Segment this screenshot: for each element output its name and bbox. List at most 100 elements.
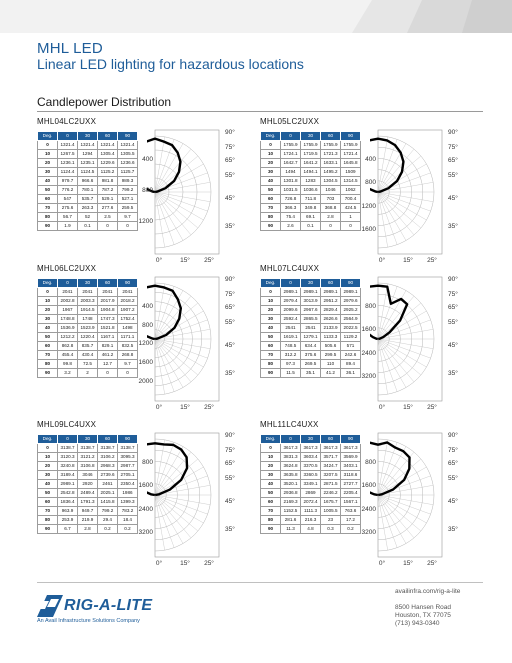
candela-cell: 17.2 xyxy=(340,515,361,525)
website-link[interactable]: availinfra.com/rig-a-lite xyxy=(395,588,461,595)
grid-ray xyxy=(154,494,208,515)
candela-cell: 2865.5 xyxy=(300,314,321,324)
table-row: 70 963.9 949.7 799.2 783.2 xyxy=(37,506,138,516)
table-row: 60 1836.4 1791.3 1415.8 1399.3 xyxy=(37,497,138,507)
candela-cell: 299.5 xyxy=(320,350,341,360)
candela-cell: 9.7 xyxy=(117,212,138,222)
table-row: 50 1031.5 1036.6 1046 1062 xyxy=(260,185,361,195)
column-header: 60 xyxy=(97,131,118,141)
candela-cell: 1719.5 xyxy=(300,149,321,159)
candela-cell: 527.1 xyxy=(117,194,138,204)
table-row: 70 1152.5 1111.3 1005.5 763.6 xyxy=(260,506,361,516)
candela-cell: 3138.7 xyxy=(57,443,78,453)
bottom-angle-label: 0° xyxy=(156,403,163,411)
candela-cell: 461.2 xyxy=(97,350,118,360)
column-header: 0 xyxy=(57,434,78,444)
candela-cell: 2025.1 xyxy=(97,488,118,498)
candela-cell: 366.3 xyxy=(280,203,301,213)
table-row: 10 1267.5 1294 1305.4 1305.5 xyxy=(37,149,138,159)
candela-cell: 2979.6 xyxy=(340,296,361,306)
angle-label: 75° xyxy=(225,290,235,298)
candela-cell: 1301.8 xyxy=(280,176,301,186)
angle-cell: 30 xyxy=(37,314,58,324)
candela-cell: 424.5 xyxy=(340,203,361,213)
angle-cell: 80 xyxy=(260,212,281,222)
candela-cell: 3189.4 xyxy=(57,470,78,480)
candela-cell: 11.3 xyxy=(280,524,301,534)
grid-ray xyxy=(154,286,175,340)
angle-cell: 10 xyxy=(37,452,58,462)
table-row: 40 1301.8 1283 1304.5 1314.5 xyxy=(260,176,361,186)
candela-cell: 2979.4 xyxy=(280,296,301,306)
table-row: 90 11.5 35.1 41.2 36.1 xyxy=(260,368,361,378)
angle-cell: 0 xyxy=(260,140,281,150)
grid-ray xyxy=(377,338,407,388)
table-row: 40 2989.1 2920 2461 2350.4 xyxy=(37,479,138,489)
candela-cell: 2133.9 xyxy=(320,323,341,333)
candela-cell: 2925.2 xyxy=(340,305,361,315)
angle-label: 35° xyxy=(225,222,235,230)
candela-cell: 41.2 xyxy=(320,368,341,378)
candela-cell: 0.2 xyxy=(340,524,361,534)
candela-cell: 6.7 xyxy=(57,524,78,534)
angle-cell: 60 xyxy=(37,497,58,507)
column-header: 0 xyxy=(57,131,78,141)
candela-cell: 0 xyxy=(117,221,138,231)
brand-logo: RIG-A-LITE An Avail Infrastructure Solut… xyxy=(37,595,187,637)
candela-cell: 2869 xyxy=(300,488,321,498)
table-row: 0 2989.1 2989.1 2989.1 2989.1 xyxy=(260,287,361,297)
angle-label: 55° xyxy=(225,474,235,482)
angle-label: 45° xyxy=(448,341,458,349)
candela-cell: 2989.1 xyxy=(320,287,341,297)
candela-cell: 1755.9 xyxy=(320,140,341,150)
candela-cell: 242.6 xyxy=(340,350,361,360)
column-header: 60 xyxy=(97,278,118,288)
column-header: 90 xyxy=(117,131,138,141)
scale-value-label: 800 xyxy=(142,187,153,195)
table-row: 30 1124.4 1124.5 1125.2 1125.7 xyxy=(37,167,138,177)
angle-label: 45° xyxy=(225,497,235,505)
table-row: 30 3189.4 3046 2739.6 2705.1 xyxy=(37,470,138,480)
grid-ray xyxy=(154,458,199,496)
column-header: 60 xyxy=(97,434,118,444)
angle-label: 65° xyxy=(225,156,235,164)
grid-ray xyxy=(154,191,175,245)
logo-mark-icon xyxy=(37,595,63,617)
angle-cell: 70 xyxy=(260,506,281,516)
angle-cell: 0 xyxy=(37,140,58,150)
candela-cell: 3360.5 xyxy=(300,470,321,480)
grid-ray xyxy=(154,191,204,221)
table-row: 10 2002.8 2003.3 2017.9 2018.2 xyxy=(37,296,138,306)
table-row: 70 455.4 430.4 461.2 268.8 xyxy=(37,350,138,360)
table-row: 80 99.8 72.5 12.7 9.7 xyxy=(37,359,138,369)
bottom-angle-label: 25° xyxy=(427,559,437,567)
model-name: MHL07LC4UXX xyxy=(260,264,320,273)
candela-cell: 2041 xyxy=(97,287,118,297)
column-header: 60 xyxy=(320,131,341,141)
table-row: 90 3.2 2 0 0 xyxy=(37,368,138,378)
section-title: Candlepower Distribution xyxy=(37,95,172,109)
bottom-angle-label: 0° xyxy=(156,559,163,567)
candela-cell: 1314.5 xyxy=(340,176,361,186)
candela-cell: 3138.7 xyxy=(97,443,118,453)
candela-cell: 799.2 xyxy=(117,185,138,195)
candela-cell: 3617.3 xyxy=(280,443,301,453)
candela-cell: 75.4 xyxy=(280,212,301,222)
angle-label: 35° xyxy=(448,369,458,377)
angle-cell: 10 xyxy=(260,452,281,462)
angle-cell: 30 xyxy=(37,470,58,480)
column-header: 90 xyxy=(340,434,361,444)
grid-ray xyxy=(154,283,165,340)
polar-plot: 90° 75° 65° 55° 45° 35° 0° 15° 25° xyxy=(147,431,235,567)
candlepower-curve xyxy=(147,284,183,341)
candela-cell: 312.2 xyxy=(280,350,301,360)
grid-ray xyxy=(377,494,398,548)
top-banner xyxy=(0,0,512,33)
candela-cell: 3520.1 xyxy=(280,479,301,489)
column-header: 90 xyxy=(340,131,361,141)
candlepower-table: Deg. 0 30 60 90 0 2041 2041 2041 2041 10 2002.8 2003… xyxy=(37,278,138,378)
angle-cell: 80 xyxy=(37,515,58,525)
candela-cell: 89.4 xyxy=(340,359,361,369)
angle-label: 55° xyxy=(448,474,458,482)
table-row: 20 1967 1914.5 1904.8 1907.2 xyxy=(37,305,138,315)
